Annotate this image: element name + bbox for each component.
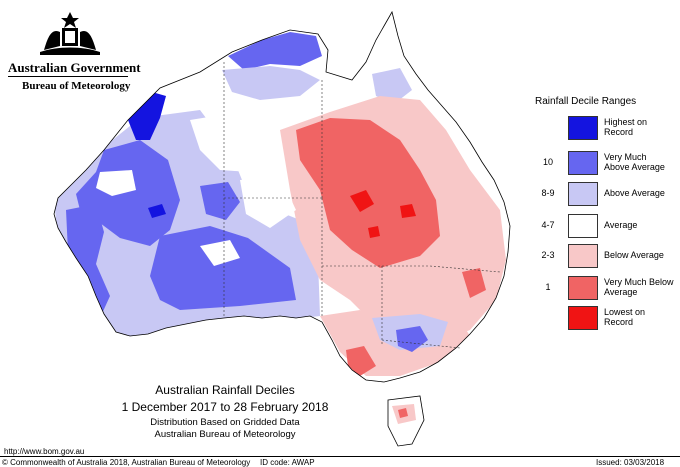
legend-item-highest: Highest on Record — [532, 116, 672, 140]
region-highest-wa-spot — [148, 204, 166, 218]
region-average-mid — [240, 176, 296, 228]
legend-item-lowest: Lowest on Record — [532, 306, 672, 330]
legend-label: Highest on Record — [604, 117, 648, 137]
region-lowest-qld-2 — [400, 204, 416, 218]
region-above-top-end — [222, 66, 320, 100]
id-code: ID code: AWAP — [260, 458, 315, 467]
legend-swatch-highest — [568, 116, 598, 140]
region-very-much-above-pilbara — [200, 182, 240, 220]
legend-code: 10 — [542, 157, 553, 167]
legend-swatch-lowest — [568, 306, 598, 330]
legend-item-very-much-above: 10 Very Much Above Average — [532, 151, 672, 175]
legend-label: Above Average — [604, 188, 665, 198]
legend-swatch-below — [568, 244, 598, 268]
legend-label: Average — [604, 220, 638, 230]
legend-swatch-average — [568, 214, 598, 238]
government-name: Australian Government — [8, 60, 141, 75]
header-divider — [8, 76, 128, 77]
map-date-range: 1 December 2017 to 28 February 2018 — [121, 400, 329, 414]
region-above-cape-york — [372, 68, 412, 104]
region-average-wa-2 — [200, 240, 240, 266]
legend-code: 2-3 — [541, 250, 555, 260]
region-average-wa-1 — [96, 170, 136, 196]
legend-item-very-much-below: 1 Very Much Below Average — [532, 276, 674, 300]
australia-coastline — [53, 10, 511, 383]
website-url: http://www.bom.gov.au — [4, 447, 85, 456]
map-source: Australian Bureau of Meteorology — [154, 429, 296, 440]
legend-title: Rainfall Decile Ranges — [535, 96, 637, 107]
map-title: Australian Rainfall Deciles — [155, 383, 295, 397]
copyright-text: © Commonwealth of Australia 2018, Austra… — [2, 458, 251, 467]
region-average-nt — [190, 112, 262, 172]
region-very-much-below-se — [346, 346, 376, 376]
map-title-block: Australian Rainfall Deciles 1 December 2… — [110, 383, 340, 440]
region-very-much-above-wa-west — [66, 204, 110, 318]
legend-label: Lowest on Record — [604, 307, 646, 327]
region-very-much-above-top-end — [228, 32, 322, 70]
region-very-much-below-nsw — [462, 268, 486, 298]
legend-code: 8-9 — [541, 188, 555, 198]
footer-divider — [0, 456, 680, 457]
region-very-much-above-se — [396, 326, 428, 352]
issued-date: Issued: 03/03/2018 — [596, 458, 665, 467]
bureau-name: Bureau of Meteorology — [22, 80, 131, 92]
region-very-much-above-wa — [76, 140, 180, 246]
legend-label: Below Average — [604, 250, 664, 260]
legend-code: 4-7 — [541, 220, 555, 230]
legend-label: Very Much Below Average — [604, 277, 674, 297]
legend-label: Very Much Above Average — [604, 152, 665, 172]
region-lowest-qld-1 — [350, 190, 374, 212]
legend-swatch-above — [568, 182, 598, 206]
coat-of-arms-logo — [40, 12, 100, 55]
state-borders — [223, 62, 501, 349]
legend-item-average: 4-7 Average — [532, 214, 672, 238]
region-very-much-above-wa-south — [150, 226, 296, 310]
legend-item-above: 8-9 Above Average — [532, 182, 672, 206]
region-lowest-qld-3 — [368, 226, 380, 238]
legend-item-below: 2-3 Below Average — [532, 244, 672, 268]
legend-code: 1 — [545, 282, 551, 292]
region-highest-kimberley — [128, 92, 166, 140]
legend-swatch-very-much-below — [568, 276, 598, 300]
legend-swatch-very-much-above — [568, 151, 598, 175]
tasmania-very-much-below — [398, 408, 408, 418]
map-subtitle: Distribution Based on Gridded Data — [150, 417, 300, 428]
region-very-much-below-qld — [296, 118, 440, 268]
